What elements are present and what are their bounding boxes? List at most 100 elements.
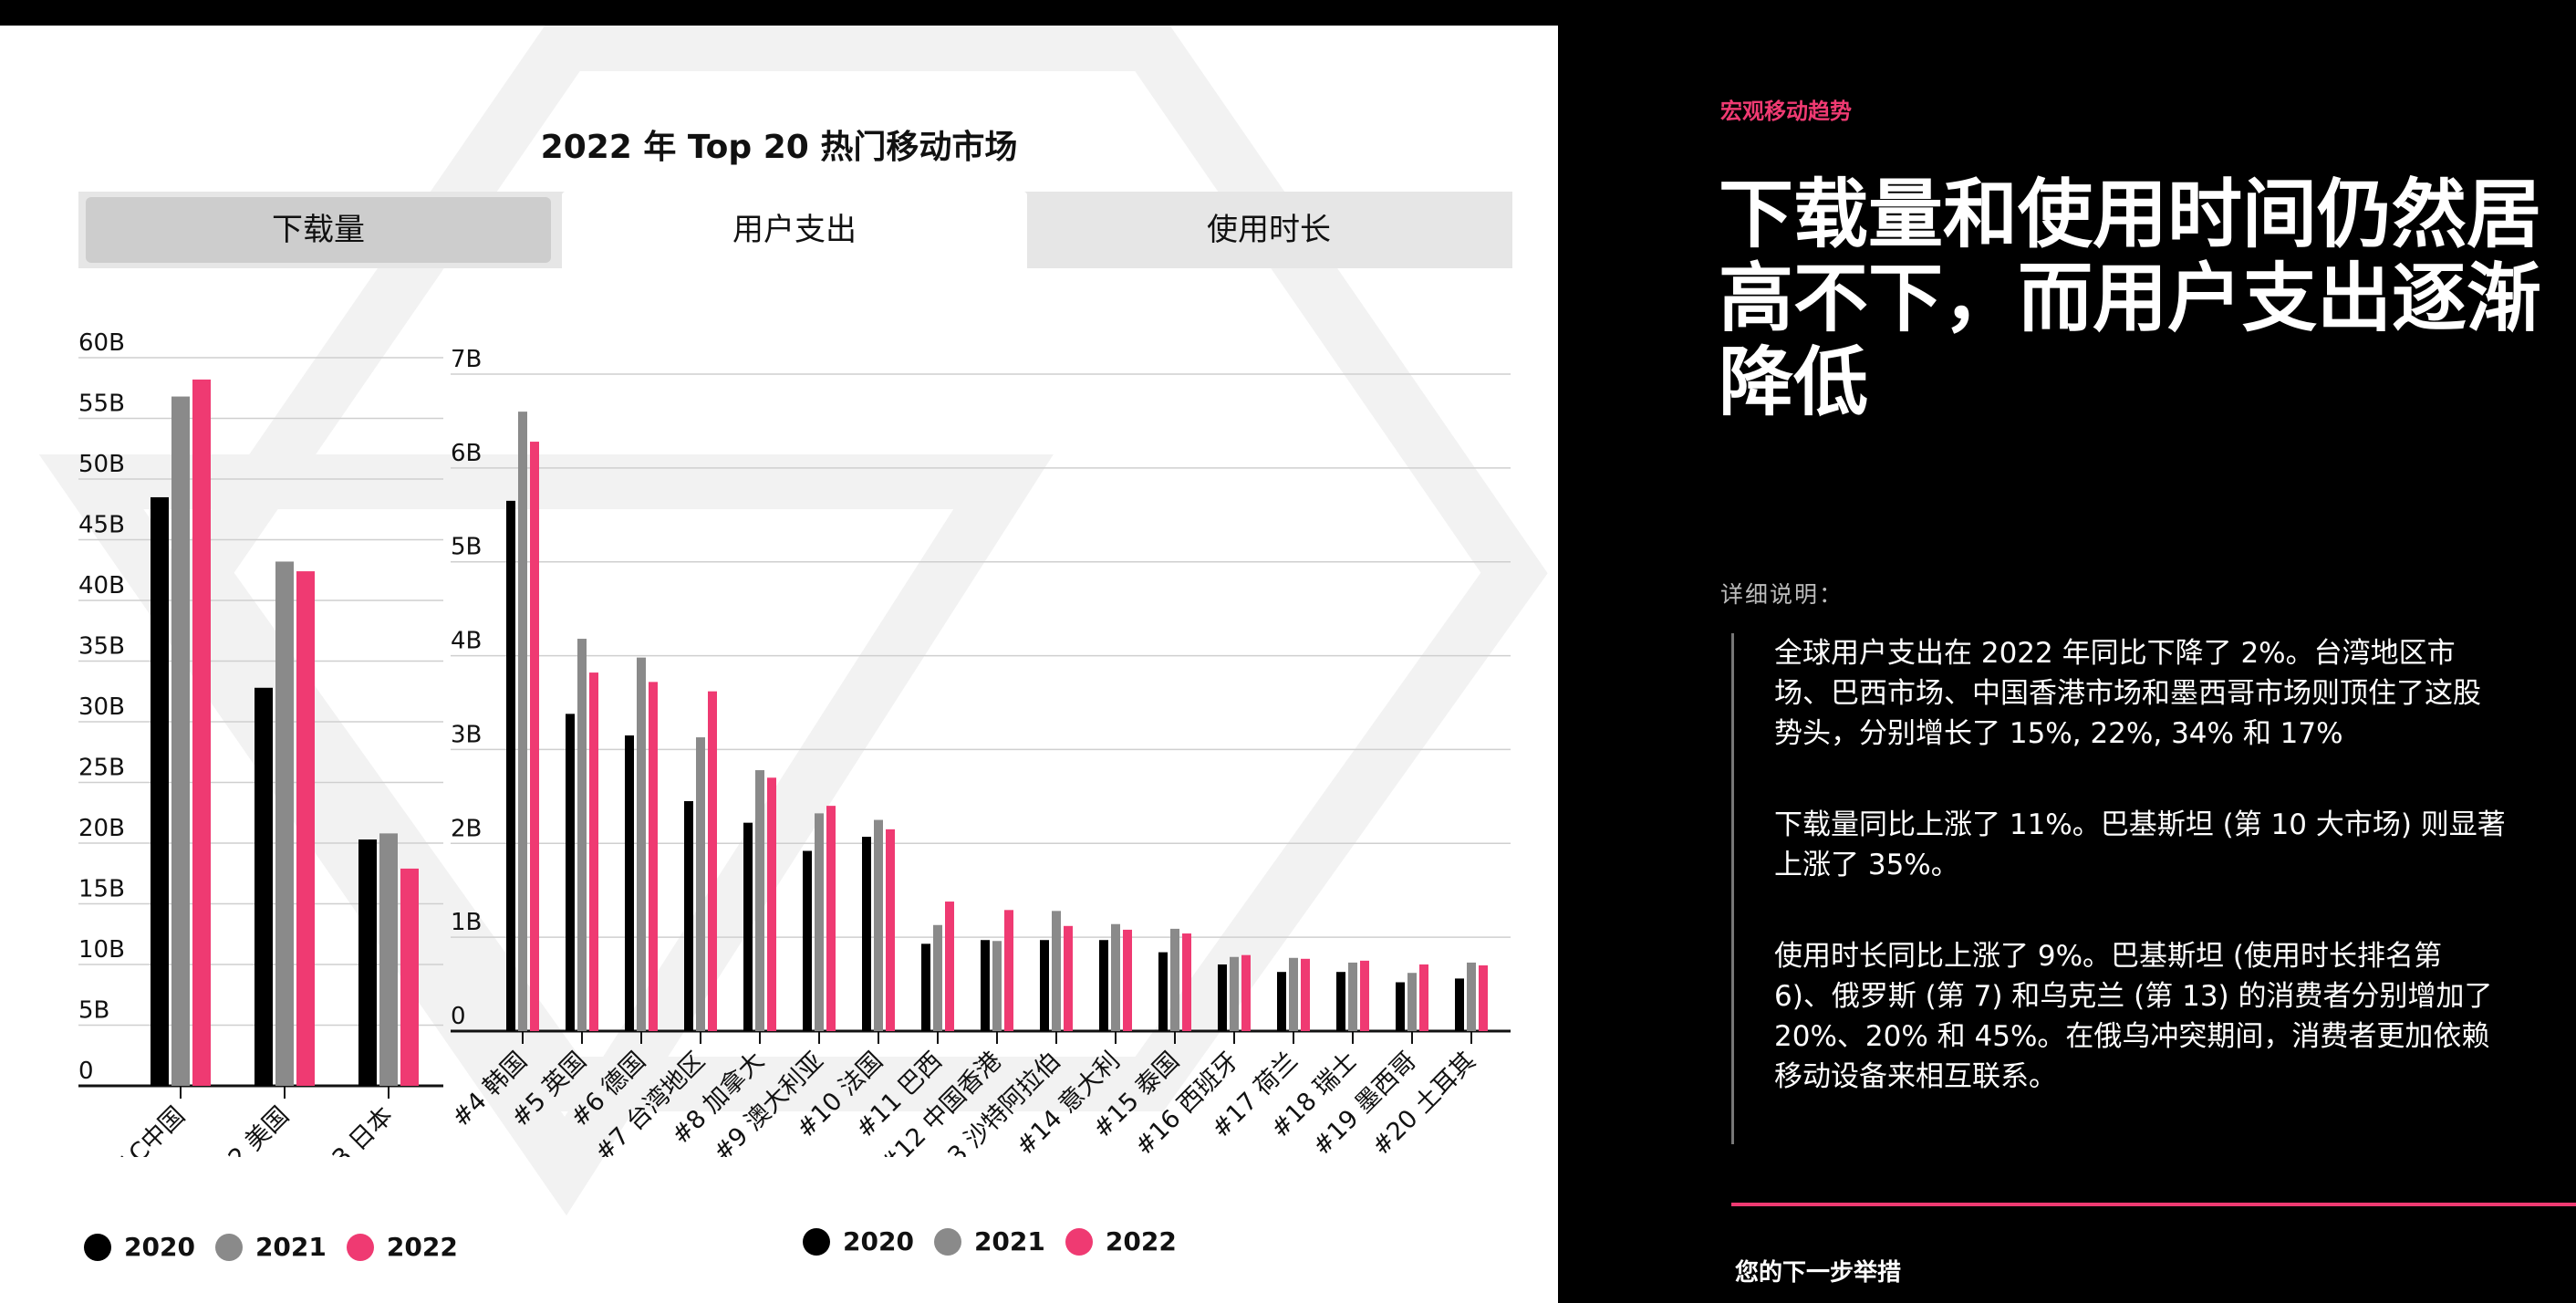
bar-2022 — [767, 777, 776, 1031]
next-step-link[interactable]: 您的下一步举措 — [1735, 1259, 1902, 1287]
tab-user-spend[interactable]: 用户支出 — [562, 192, 1027, 268]
y-tick-label: 3B — [451, 721, 482, 748]
legend-swatch-2021 — [214, 1233, 243, 1261]
y-tick-label: 60B — [78, 329, 125, 357]
y-tick-label: 50B — [78, 451, 125, 478]
bar-2022 — [400, 868, 419, 1086]
y-tick-label: 10B — [78, 936, 125, 964]
bar-2022 — [1182, 933, 1191, 1031]
bar-2022 — [1241, 954, 1251, 1031]
bar-2022 — [1360, 960, 1369, 1031]
note-usage: 使用时长同比上涨了 9%。巴基斯坦 (使用时长排名第 6)、俄罗斯 (第 7) … — [1774, 940, 2493, 1093]
bar-2020 — [506, 500, 515, 1031]
bar-2021 — [1467, 962, 1476, 1031]
y-tick-label: 55B — [78, 391, 125, 418]
bar-2020 — [684, 801, 693, 1031]
bar-2021 — [1289, 957, 1298, 1031]
bar-2020 — [625, 735, 634, 1031]
bar-2021 — [1230, 956, 1239, 1031]
bar-2021 — [1407, 973, 1417, 1031]
bar-2022 — [945, 902, 954, 1031]
tab-downloads[interactable]: 下载量 — [86, 197, 551, 263]
y-tick-label: 1B — [451, 909, 482, 936]
bar-2020 — [1040, 940, 1049, 1031]
bar-2021 — [1348, 962, 1357, 1031]
bar-2021 — [815, 813, 824, 1031]
bar-2021 — [874, 819, 883, 1031]
bar-2020 — [358, 839, 377, 1086]
bar-2021 — [1170, 928, 1179, 1031]
bar-2021 — [637, 657, 646, 1031]
bar-2022 — [649, 682, 658, 1031]
tab-usage-time[interactable]: 使用时长 — [1207, 212, 1331, 248]
y-tick-label: 30B — [78, 693, 125, 721]
legend-swatch-2021 — [933, 1227, 961, 1256]
insight-panel: 宏观移动趋势 下载量和使用时间仍然居高不下，而用户支出逐渐降低 详细说明： 全球… — [1558, 0, 2576, 1303]
legend-label-2020: 2020 — [843, 1226, 914, 1256]
bar-2020 — [921, 943, 930, 1031]
legend-swatch-2020 — [803, 1227, 830, 1256]
bar-2020 — [1099, 940, 1108, 1031]
bar-2022 — [1301, 958, 1310, 1031]
y-tick-label: 15B — [78, 876, 125, 903]
bar-2020 — [1455, 978, 1464, 1031]
bar-2021 — [518, 412, 527, 1032]
bar-2022 — [1123, 929, 1132, 1031]
legend-swatch-2020 — [84, 1233, 111, 1261]
legend-label-2022: 2022 — [386, 1232, 458, 1262]
legend-item-2022: 2022 — [1065, 1226, 1177, 1256]
bar-2020 — [862, 837, 871, 1031]
legend-chart1: 2020 2021 2022 — [84, 1232, 478, 1262]
bar-2022 — [1479, 965, 1488, 1031]
legend-label-2020: 2020 — [124, 1232, 195, 1262]
legend-item-2021: 2021 — [214, 1232, 327, 1262]
bar-2022 — [1004, 910, 1013, 1031]
bar-2022 — [826, 806, 836, 1031]
bar-2020 — [1158, 952, 1168, 1031]
y-tick-label: 4B — [451, 628, 482, 655]
bar-2021 — [1111, 923, 1120, 1031]
bar-2022 — [296, 571, 315, 1086]
legend-label-2022: 2022 — [1105, 1226, 1177, 1256]
chart-title: 2022 年 Top 20 热门移动市场 — [540, 129, 1018, 166]
detail-label: 详细说明： — [1720, 581, 1844, 608]
metric-tabs: 下载量 用户支出 使用时长 — [78, 192, 1512, 268]
bar-2020 — [803, 850, 812, 1031]
bar-2022 — [1419, 964, 1428, 1031]
y-tick-label: 0 — [451, 1003, 466, 1030]
bar-2021 — [933, 924, 942, 1031]
legend-swatch-2022 — [346, 1233, 374, 1261]
y-tick-label: 40B — [78, 572, 125, 599]
bar-2022 — [192, 379, 211, 1086]
bar-2020 — [981, 940, 990, 1031]
bar-2020 — [1396, 982, 1405, 1031]
y-tick-label: 45B — [78, 512, 125, 539]
bar-2020 — [151, 496, 169, 1086]
legend-item-2020: 2020 — [803, 1226, 914, 1256]
y-tick-label: 6B — [451, 440, 482, 467]
bar-2021 — [755, 770, 764, 1031]
bar-2021 — [992, 941, 1002, 1031]
y-tick-label: 2B — [451, 815, 482, 842]
bar-2021 — [379, 833, 398, 1086]
note-downloads: 下载量同比上涨了 11%。巴基斯坦 (第 10 大市场) 则显著上涨了 35%。 — [1774, 808, 2506, 881]
y-tick-label: 35B — [78, 633, 125, 661]
y-tick-label: 20B — [78, 815, 125, 842]
legend-item-2021: 2021 — [933, 1226, 1045, 1256]
bar-2020 — [566, 714, 575, 1031]
bar-2020 — [743, 822, 753, 1031]
bar-2021 — [275, 561, 294, 1086]
y-tick-label: 5B — [451, 534, 482, 561]
bar-2020 — [1277, 972, 1286, 1031]
top3-markets-chart: 0 5B 10B 15B 20B 25B 30B 35B 40B 45B 50B 55B 60B #1C中… — [78, 329, 443, 1157]
bar-2021 — [577, 639, 587, 1031]
legend-item-2022: 2022 — [346, 1232, 458, 1262]
bar-2021 — [1052, 911, 1061, 1031]
x-tick-label: #2 美国 — [209, 1101, 295, 1157]
legend-label-2021: 2021 — [973, 1226, 1045, 1256]
divider — [1731, 1203, 2576, 1206]
legend-label-2021: 2021 — [254, 1232, 327, 1262]
y-tick-label: 0 — [78, 1058, 94, 1085]
legend-chart2: 2020 2021 2022 — [803, 1226, 1197, 1256]
